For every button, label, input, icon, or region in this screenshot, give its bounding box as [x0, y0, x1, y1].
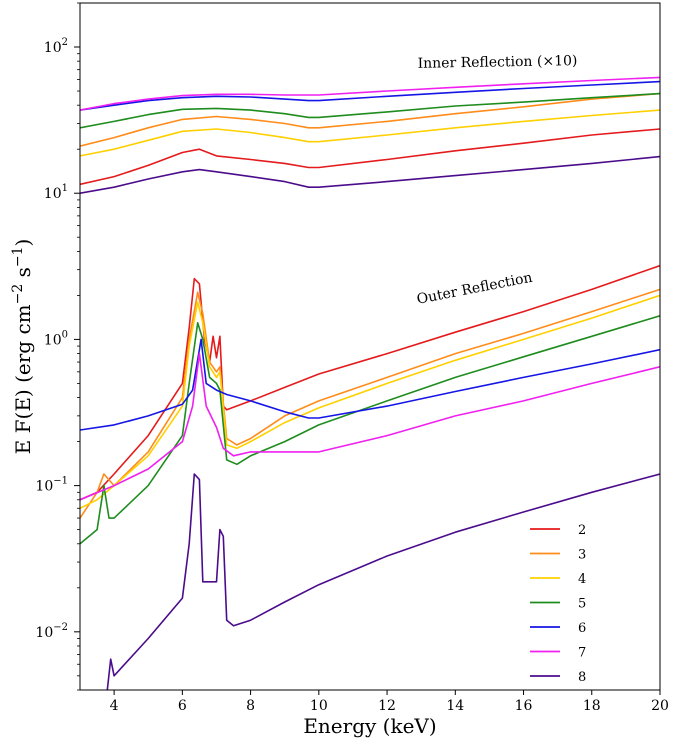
legend-label: 8 [578, 670, 586, 685]
series-line-inner-6 [80, 80, 660, 111]
x-tick-label: 14 [446, 698, 464, 714]
x-tick-label: 20 [651, 698, 669, 714]
series-line-outer-5 [80, 315, 660, 545]
y-axis-label: E F(E) (erg cm−2 s−1) [10, 239, 35, 455]
legend-label: 7 [578, 646, 586, 661]
x-tick-label: 12 [378, 698, 396, 714]
series-layer [80, 76, 660, 690]
x-tick-label: 18 [583, 698, 601, 714]
x-axis: 4 6 8 10 12 14 16 18 20 [110, 690, 669, 714]
series-line-inner-5 [80, 92, 660, 129]
x-tick-label: 10 [310, 698, 328, 714]
y-tick-label: 10−1 [35, 476, 68, 495]
legend: 2 3 4 5 6 7 8 [530, 523, 586, 685]
y-tick-label: 10−2 [35, 622, 68, 641]
annotation-label: Inner Reflection (×10) [418, 53, 578, 72]
series-line-outer-6 [80, 338, 660, 431]
x-tick-label: 8 [246, 698, 255, 714]
series-line-outer-7 [80, 352, 660, 501]
series-line-inner-4 [80, 109, 660, 157]
x-tick-label: 6 [178, 698, 187, 714]
series-line-inner-8 [80, 155, 660, 194]
series-line-inner-3 [80, 92, 660, 147]
series-line-inner-7 [80, 76, 660, 111]
legend-label: 3 [578, 548, 586, 563]
legend-label: 5 [578, 597, 586, 612]
series-line-outer-3 [80, 288, 660, 519]
series-line-inner-2 [80, 128, 660, 186]
legend-label: 4 [578, 572, 586, 587]
x-tick-label: 4 [110, 698, 119, 714]
series-line-outer-4 [80, 294, 660, 510]
legend-label: 6 [578, 621, 586, 636]
y-tick-label: 102 [44, 37, 68, 56]
legend-label: 2 [578, 523, 586, 538]
y-tick-label: 101 [44, 183, 68, 202]
x-tick-label: 16 [515, 698, 533, 714]
y-axis: 10−2 10−1 100 101 102 [35, 2, 80, 691]
series-line-outer-8 [106, 473, 660, 690]
y-tick-label: 100 [44, 329, 68, 348]
series-line-outer-2 [80, 264, 660, 501]
x-axis-label: Energy (keV) [303, 714, 436, 738]
